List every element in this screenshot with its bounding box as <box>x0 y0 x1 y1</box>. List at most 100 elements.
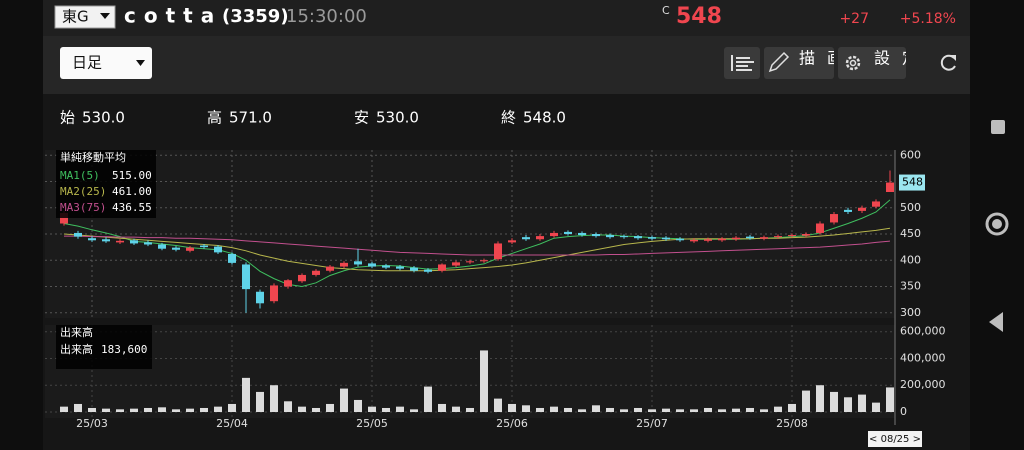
volume-tick-label: 0 <box>900 405 907 418</box>
nav-recent[interactable] <box>991 120 1005 134</box>
legend-name: MA3(75) <box>60 201 106 214</box>
ohlc-label: 終 <box>501 109 516 127</box>
legend-name: MA2(25) <box>60 185 106 198</box>
volume-bar <box>760 409 768 412</box>
candle-body <box>368 263 376 267</box>
y-tick-label: 400 <box>900 253 921 266</box>
draw-label: 描画 <box>799 49 855 68</box>
current-price: 548 <box>676 4 722 29</box>
candle-body <box>354 261 362 265</box>
price-flag: C <box>662 4 670 17</box>
volume-bar <box>620 409 628 412</box>
volume-tick-label: 400,000 <box>900 351 946 364</box>
volume-bar <box>102 408 110 412</box>
candle-body <box>844 209 852 212</box>
volume-bar <box>298 406 306 412</box>
candle-body <box>508 240 516 243</box>
candle-body <box>522 237 530 240</box>
volume-bar <box>844 397 852 412</box>
y-tick-label: 300 <box>900 306 921 319</box>
candle-body <box>186 247 194 251</box>
ma-line <box>63 227 891 272</box>
candle-body <box>550 232 558 237</box>
ma-legend-title: 単純移動平均 <box>60 150 126 164</box>
candle-body <box>452 262 460 266</box>
ohlc-value: 571.0 <box>229 109 272 127</box>
volume-bar <box>340 388 348 412</box>
candle-body <box>704 239 712 241</box>
volume-bar <box>424 386 432 412</box>
volume-bar <box>648 409 656 412</box>
volume-bar <box>704 407 712 412</box>
volume-bar <box>438 403 446 412</box>
draw-button[interactable]: 描画 <box>764 47 855 79</box>
x-tick-label: 25/08 <box>776 417 808 430</box>
candle-body <box>830 214 838 223</box>
ohlc-value: 530.0 <box>82 109 125 127</box>
volume-bar <box>74 403 82 412</box>
volume-bar <box>816 385 824 412</box>
candle-body <box>634 236 642 239</box>
candle-body <box>214 246 222 253</box>
volume-bar <box>536 407 544 412</box>
volume-legend-value: 183,600 <box>101 343 147 356</box>
candle-body <box>732 237 740 240</box>
ohlc-value: 530.0 <box>376 109 419 127</box>
volume-bar <box>522 405 530 412</box>
price-tag-bg <box>899 174 925 191</box>
y-tick-label: 500 <box>900 201 921 214</box>
market-label: 東G <box>62 8 89 26</box>
candle-body <box>172 247 180 250</box>
candle-body <box>116 240 124 243</box>
indicator-button[interactable] <box>724 47 760 79</box>
candle-body <box>718 238 726 241</box>
volume-bar <box>312 407 320 412</box>
volume-bar <box>116 409 124 412</box>
legend-value: 461.00 <box>112 185 152 198</box>
candle-body <box>872 201 880 207</box>
volume-bar <box>872 402 880 412</box>
volume-bar <box>382 407 390 412</box>
cursor-date: < 08/25 > <box>869 434 921 445</box>
volume-bar <box>242 377 250 412</box>
settings-label: 設定 <box>874 49 930 68</box>
candle-body <box>858 207 866 211</box>
nav-back[interactable] <box>989 312 1003 332</box>
candle-body <box>494 243 502 260</box>
volume-bar <box>270 385 278 412</box>
stock-code: (3359) <box>222 6 289 27</box>
candle-body <box>774 236 782 238</box>
volume-bar <box>354 399 362 412</box>
volume-bar <box>606 407 614 412</box>
candle-body <box>88 238 96 241</box>
candle-body <box>144 242 152 245</box>
period-select[interactable]: 日足 <box>60 47 152 79</box>
refresh-button[interactable] <box>940 54 956 71</box>
volume-bar <box>88 407 96 412</box>
volume-bar <box>368 406 376 412</box>
volume-bar <box>214 406 222 412</box>
volume-bar <box>732 408 740 412</box>
candle-body <box>690 239 698 242</box>
candle-body <box>606 235 614 238</box>
volume-bar <box>200 407 208 412</box>
x-tick-label: 25/04 <box>216 417 248 430</box>
volume-bar <box>592 405 600 412</box>
nav-home[interactable] <box>985 212 1009 236</box>
market-select[interactable]: 東G <box>54 5 116 29</box>
y-tick-label: 450 <box>900 227 921 240</box>
volume-legend-bg <box>56 325 152 369</box>
candle-body <box>424 269 432 272</box>
volume-bar <box>718 409 726 412</box>
volume-bar <box>60 406 68 412</box>
legend-value: 515.00 <box>112 169 152 182</box>
nav-home-dot <box>992 219 1002 229</box>
candle-body <box>802 234 810 236</box>
settings-button[interactable]: 設定 <box>838 47 930 79</box>
volume-bar <box>746 407 754 412</box>
volume-bar <box>802 390 810 412</box>
volume-tick-label: 600,000 <box>900 325 946 338</box>
volume-panel <box>45 325 895 418</box>
time: 15:30:00 <box>286 6 367 27</box>
